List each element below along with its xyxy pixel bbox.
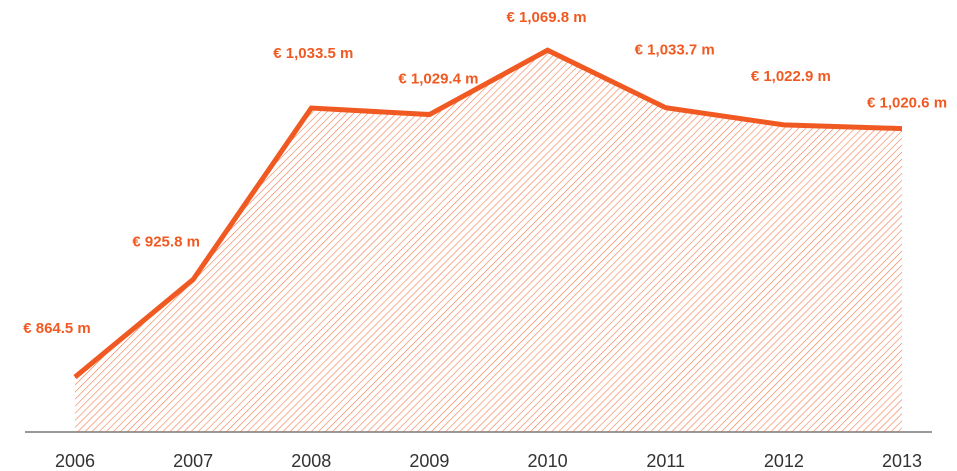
value-label: € 864.5 m xyxy=(23,320,91,337)
value-label: € 1,033.5 m xyxy=(273,45,353,62)
value-label: € 1,029.4 m xyxy=(398,71,478,88)
area-fill xyxy=(75,50,902,432)
x-tick-label: 2013 xyxy=(882,451,922,471)
value-label: € 925.8 m xyxy=(132,233,200,250)
x-tick-label: 2009 xyxy=(409,451,449,471)
value-label: € 1,069.8 m xyxy=(507,9,587,26)
x-tick-label: 2011 xyxy=(646,451,685,471)
value-label: € 1,020.6 m xyxy=(867,95,947,112)
value-label: € 1,022.9 m xyxy=(751,68,831,85)
value-label: € 1,033.7 m xyxy=(635,42,715,59)
x-tick-label: 2006 xyxy=(55,451,95,471)
x-tick-label: 2012 xyxy=(764,451,804,471)
x-tick-label: 2008 xyxy=(291,451,331,471)
x-tick-label: 2007 xyxy=(173,451,213,471)
area-line xyxy=(73,47,903,380)
x-tick-label: 2010 xyxy=(528,451,568,471)
